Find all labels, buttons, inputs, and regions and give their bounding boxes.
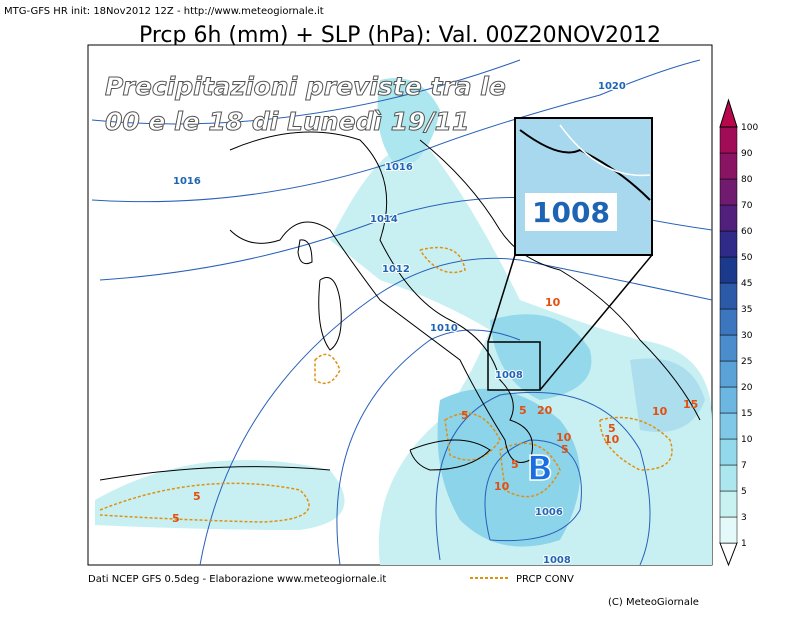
inset-connector: [539, 254, 653, 391]
precip-label: 10: [494, 480, 510, 493]
precip-label: 5: [511, 458, 519, 471]
inset-coast: [519, 129, 651, 201]
colorbar-label: 35: [741, 305, 752, 315]
inset-box: [514, 117, 653, 256]
colorbar-segment: [719, 464, 738, 492]
inset-contour: [559, 124, 651, 177]
colorbar-segment: [719, 412, 738, 440]
isobar-label: 1016: [173, 176, 201, 187]
colorbar-segment: [719, 178, 738, 206]
colorbar-triangle: [719, 98, 738, 128]
precip-label: 10: [545, 296, 561, 309]
inset-source-box: [487, 341, 541, 391]
precip-area: [377, 78, 440, 170]
precip-label: 15: [683, 398, 698, 411]
colorbar-segment: [719, 152, 738, 180]
colorbar-segment: [719, 516, 738, 544]
colorbar-label: 90: [741, 149, 753, 159]
colorbar-label: 10: [741, 435, 753, 445]
colorbar-segment: [719, 256, 738, 284]
precip-label: 10: [652, 405, 668, 418]
precip-label: 5: [461, 409, 469, 422]
map: 1008 1020 1016 1016 1014 1012 1010 1008 …: [87, 44, 713, 567]
colorbar-label: 45: [741, 279, 752, 289]
colorbar-segment: [719, 490, 738, 518]
isobar-label: 1014: [370, 214, 398, 225]
isobar-label: 1006: [535, 507, 563, 518]
colorbar-segment: [719, 230, 738, 258]
colorbar-label: 7: [741, 461, 747, 471]
precip-core: [630, 358, 705, 432]
precip-label: 5: [172, 512, 180, 525]
colorbar-segment: [719, 282, 738, 310]
colorbar-segment: [719, 360, 738, 388]
precip-label: 20: [537, 404, 553, 417]
colorbar-label: 3: [741, 513, 747, 523]
precip-label: 5: [519, 404, 527, 417]
precip-area: [95, 460, 345, 530]
precip-label: 5: [561, 443, 569, 456]
isobar-label: 1008: [543, 555, 571, 566]
isobar-label: 1008: [495, 370, 523, 381]
colorbar-label: 100: [741, 123, 758, 133]
colorbar-label: 80: [741, 175, 753, 185]
colorbar-triangle: [719, 542, 738, 567]
isobar-label: 1016: [385, 162, 413, 173]
legend-label: PRCP CONV: [516, 574, 574, 585]
colorbar-segment: [719, 334, 738, 362]
colorbar-segment: [719, 204, 738, 232]
low-pressure-marker: B: [527, 449, 553, 489]
colorbar-segment: [719, 438, 738, 466]
coastlines: [99, 131, 701, 481]
colorbar-segment: [719, 386, 738, 414]
colorbar-label: 60: [741, 227, 753, 237]
colorbar-label: 20: [741, 383, 753, 393]
overlay-text: Precipitazioni previste tra le: [105, 72, 506, 101]
overlay-text: 00 e le 18 di Lunedì 19/11: [105, 107, 469, 136]
colorbar-label: 5: [741, 487, 747, 497]
conv-contours: [99, 246, 673, 523]
copyright: (C) MeteoGiornale: [608, 597, 699, 608]
colorbar-label: 30: [741, 331, 753, 341]
inset-label-bg: [525, 193, 617, 231]
colorbar-label: 15: [741, 409, 752, 419]
isobar-label: 1020: [598, 81, 626, 92]
isobar-label: 1012: [382, 264, 410, 275]
inset-connector: [487, 254, 516, 343]
title: Prcp 6h (mm) + SLP (hPa): Val. 00Z20NOV2…: [139, 23, 661, 48]
precip-label: 5: [193, 490, 201, 503]
colorbar-segment: [719, 308, 738, 336]
inset-isobar-label: 1008: [532, 196, 610, 229]
colorbar-label: 50: [741, 253, 753, 263]
colorbar-label: 1: [741, 539, 747, 549]
precip-label: 10: [604, 433, 620, 446]
precip-label: 10: [556, 431, 572, 444]
footer-source: Dati NCEP GFS 0.5deg - Elaborazione www.…: [88, 574, 386, 585]
isobar-label: 1010: [430, 323, 458, 334]
precip-core: [437, 388, 580, 547]
precip-label: 5: [608, 422, 616, 435]
model-line: MTG-GFS HR init: 18Nov2012 12Z - http://…: [4, 6, 324, 17]
colorbar-label: 25: [741, 357, 752, 367]
colorbar-segment: [719, 126, 738, 154]
colorbar-label: 70: [741, 201, 753, 211]
